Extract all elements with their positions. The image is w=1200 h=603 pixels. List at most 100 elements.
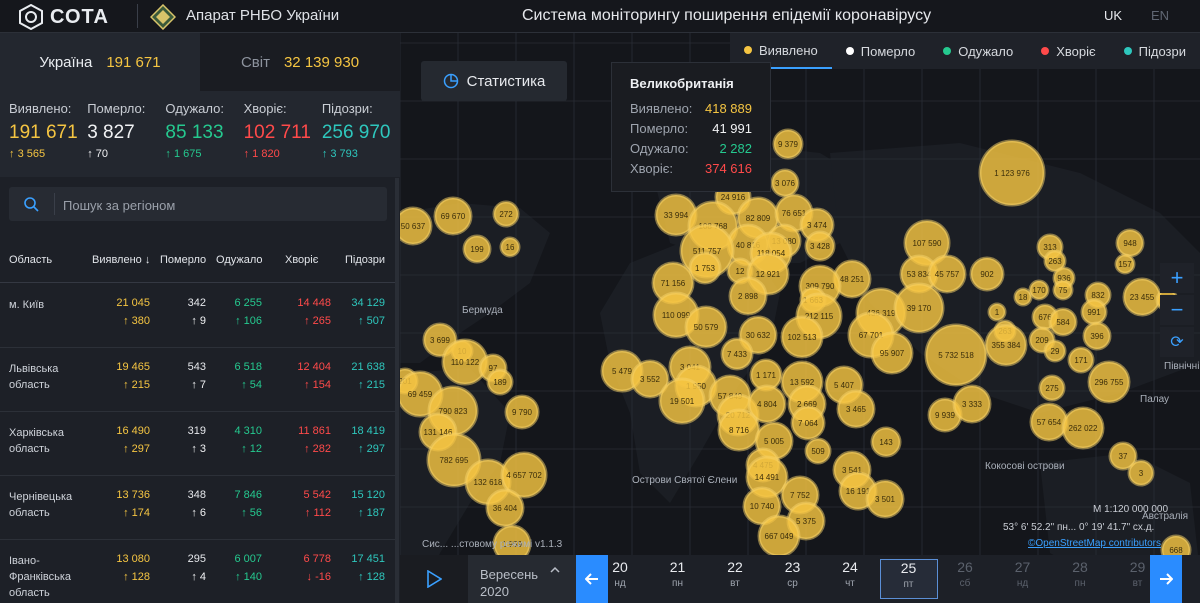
table-scrollbar[interactable] xyxy=(395,178,399,603)
country-bubble[interactable]: 170 xyxy=(1028,279,1050,301)
country-bubble[interactable]: 5 732 518 xyxy=(924,323,988,387)
month-selector[interactable]: Вересень 2020 xyxy=(468,555,576,603)
day-27[interactable]: 27 нд xyxy=(995,559,1051,597)
country-bubble[interactable]: 3 076 xyxy=(770,168,800,198)
legend-recovered[interactable]: Одужало xyxy=(929,33,1027,69)
country-bubble[interactable]: 57 654 xyxy=(1029,402,1069,442)
country-bubble[interactable]: 3 333 xyxy=(952,384,992,424)
country-bubble[interactable]: 23 455 xyxy=(1122,277,1162,317)
country-bubble[interactable]: 396 xyxy=(1082,321,1112,351)
next-day-button[interactable] xyxy=(1150,555,1182,603)
country-bubble[interactable]: 189 xyxy=(486,368,514,396)
legend-suspected[interactable]: Підозри xyxy=(1110,33,1200,69)
country-bubble[interactable]: 1 753 xyxy=(688,251,722,285)
day-25[interactable]: 25 пт xyxy=(879,559,938,599)
country-bubble[interactable]: 1 959 xyxy=(492,524,532,564)
country-bubble[interactable]: 667 049 xyxy=(757,514,801,558)
country-bubble[interactable]: 1 xyxy=(987,302,1007,322)
country-bubble[interactable]: 272 xyxy=(492,200,520,228)
country-bubble[interactable]: 39 170 xyxy=(893,282,945,334)
country-bubble[interactable]: 102 513 xyxy=(780,315,824,359)
tab-ukraine[interactable]: Україна 191 671 xyxy=(0,33,200,91)
country-bubble[interactable]: 9 379 xyxy=(772,128,804,160)
col-detected[interactable]: Виявлено ↓ xyxy=(92,253,151,266)
country-bubble[interactable]: 157 xyxy=(1114,253,1136,275)
lang-en-button[interactable]: EN xyxy=(1151,8,1170,23)
country-bubble[interactable]: 199 xyxy=(462,234,492,264)
country-bubble[interactable]: 262 022 xyxy=(1061,406,1105,450)
col-suspected[interactable]: Підозри xyxy=(345,253,386,266)
cota-logo[interactable]: СОТА xyxy=(18,4,109,30)
day-28[interactable]: 28 пн xyxy=(1052,559,1108,597)
country-bubble[interactable]: 3 552 xyxy=(630,359,670,399)
country-bubble[interactable]: 3 501 xyxy=(865,479,905,519)
country-bubble[interactable]: 7 433 xyxy=(720,337,754,371)
country-bubble[interactable]: 19 501 xyxy=(658,377,706,425)
tab-world[interactable]: Світ 32 139 930 xyxy=(200,33,400,91)
country-bubble[interactable]: 3 xyxy=(1127,459,1155,487)
country-bubble[interactable]: 355 384 xyxy=(984,323,1028,367)
country-bubble[interactable]: 275 xyxy=(1038,374,1066,402)
col-region[interactable]: Область xyxy=(9,253,53,266)
country-bubble[interactable]: 75 xyxy=(1052,279,1074,301)
country-bubble[interactable]: 171 xyxy=(1067,346,1095,374)
country-bubble[interactable]: 8 716 xyxy=(717,408,761,452)
country-bubble[interactable]: 16 xyxy=(499,236,521,258)
country-bubble[interactable]: 991 xyxy=(1080,298,1108,326)
osm-attribution-link[interactable]: ©OpenStreetMap contributors xyxy=(1028,538,1161,549)
country-bubble[interactable]: 3 465 xyxy=(836,389,876,429)
country-bubble[interactable]: 1 123 976 xyxy=(978,139,1046,207)
country-bubble[interactable]: 4 804 xyxy=(747,384,787,424)
zoom-in-button[interactable]: + xyxy=(1160,263,1194,293)
country-bubble[interactable]: 296 755 xyxy=(1087,360,1131,404)
day-22[interactable]: 22 вт xyxy=(707,559,763,597)
reset-view-button[interactable]: ⟳ xyxy=(1160,327,1194,357)
country-bubble[interactable]: 902 xyxy=(969,256,1005,292)
country-bubble[interactable]: 948 xyxy=(1115,228,1145,258)
play-button[interactable] xyxy=(400,555,468,603)
day-20[interactable]: 20 нд xyxy=(592,559,648,597)
country-bubble[interactable]: 509 xyxy=(804,437,832,465)
table-row[interactable]: Харківська область 16 490 ↑ 297 319 ↑ 3 4 310… xyxy=(0,411,395,476)
legend-sick[interactable]: Хворіє xyxy=(1027,33,1109,69)
country-bubble[interactable]: 50 579 xyxy=(684,305,728,349)
table-row[interactable]: Львівська область 19 465 ↑ 215 543 ↑ 7 6 518 ↑… xyxy=(0,347,395,412)
legend-deaths[interactable]: Померло xyxy=(832,33,930,69)
country-bubble[interactable]: 2 898 xyxy=(728,276,768,316)
country-bubble[interactable]: 584 xyxy=(1048,307,1078,337)
day-24[interactable]: 24 чт xyxy=(822,559,878,597)
country-bubble[interactable]: 36 404 xyxy=(485,488,525,528)
country-bubble[interactable]: 18 xyxy=(1013,287,1033,307)
country-bubble[interactable]: 7 064 xyxy=(790,405,826,441)
country-bubble[interactable]: 95 907 xyxy=(870,331,914,375)
country-bubble[interactable]: 143 xyxy=(870,426,902,458)
day-29[interactable]: 29 вт xyxy=(1110,559,1166,597)
country-bubble[interactable]: 69 670 xyxy=(433,196,473,236)
lang-uk-button[interactable]: UK xyxy=(1104,8,1123,23)
country-bubble[interactable]: 29 xyxy=(1043,339,1067,363)
search-input[interactable] xyxy=(61,187,375,223)
country-bubble[interactable]: 37 xyxy=(1108,441,1138,471)
country-bubble[interactable]: 50 637 xyxy=(400,206,433,246)
day-23[interactable]: 23 ср xyxy=(765,559,821,597)
legend-detected[interactable]: Виявлено xyxy=(729,33,832,69)
col-sick[interactable]: Хворіє xyxy=(285,253,319,266)
day-26[interactable]: 26 сб xyxy=(937,559,993,597)
table-row[interactable]: Чернівецька область 13 736 ↑ 174 348 ↑ 6 7 84… xyxy=(0,475,395,540)
country-bubble[interactable]: 9 790 xyxy=(504,394,540,430)
zoom-out-button[interactable]: − xyxy=(1160,295,1194,325)
col-recovered[interactable]: Одужало xyxy=(216,253,263,266)
prev-day-button[interactable] xyxy=(576,555,608,603)
table-row[interactable]: Івано-Франківська область 13 080 ↑ 128 295 ↑… xyxy=(0,539,395,603)
day-21[interactable]: 21 пн xyxy=(650,559,706,597)
statistics-button[interactable]: Статистика xyxy=(421,61,567,101)
table-row[interactable]: м. Київ 21 045 ↑ 380 342 ↑ 9 6 255 ↑ 106 14 448… xyxy=(0,283,395,348)
col-deaths[interactable]: Померло xyxy=(160,253,207,266)
country-bubble[interactable]: 33 994 xyxy=(654,193,698,237)
country-bubble[interactable]: 4 657 702 xyxy=(500,451,548,499)
world-map[interactable]: 1 123 976 9 379 3 076 24 916 82 809 76 651 33 … xyxy=(400,33,1200,603)
country-bubble[interactable]: 3 428 xyxy=(804,230,836,262)
country-bubble[interactable]: 14 491 xyxy=(745,455,789,499)
country-bubble[interactable]: 45 757 xyxy=(927,254,967,294)
